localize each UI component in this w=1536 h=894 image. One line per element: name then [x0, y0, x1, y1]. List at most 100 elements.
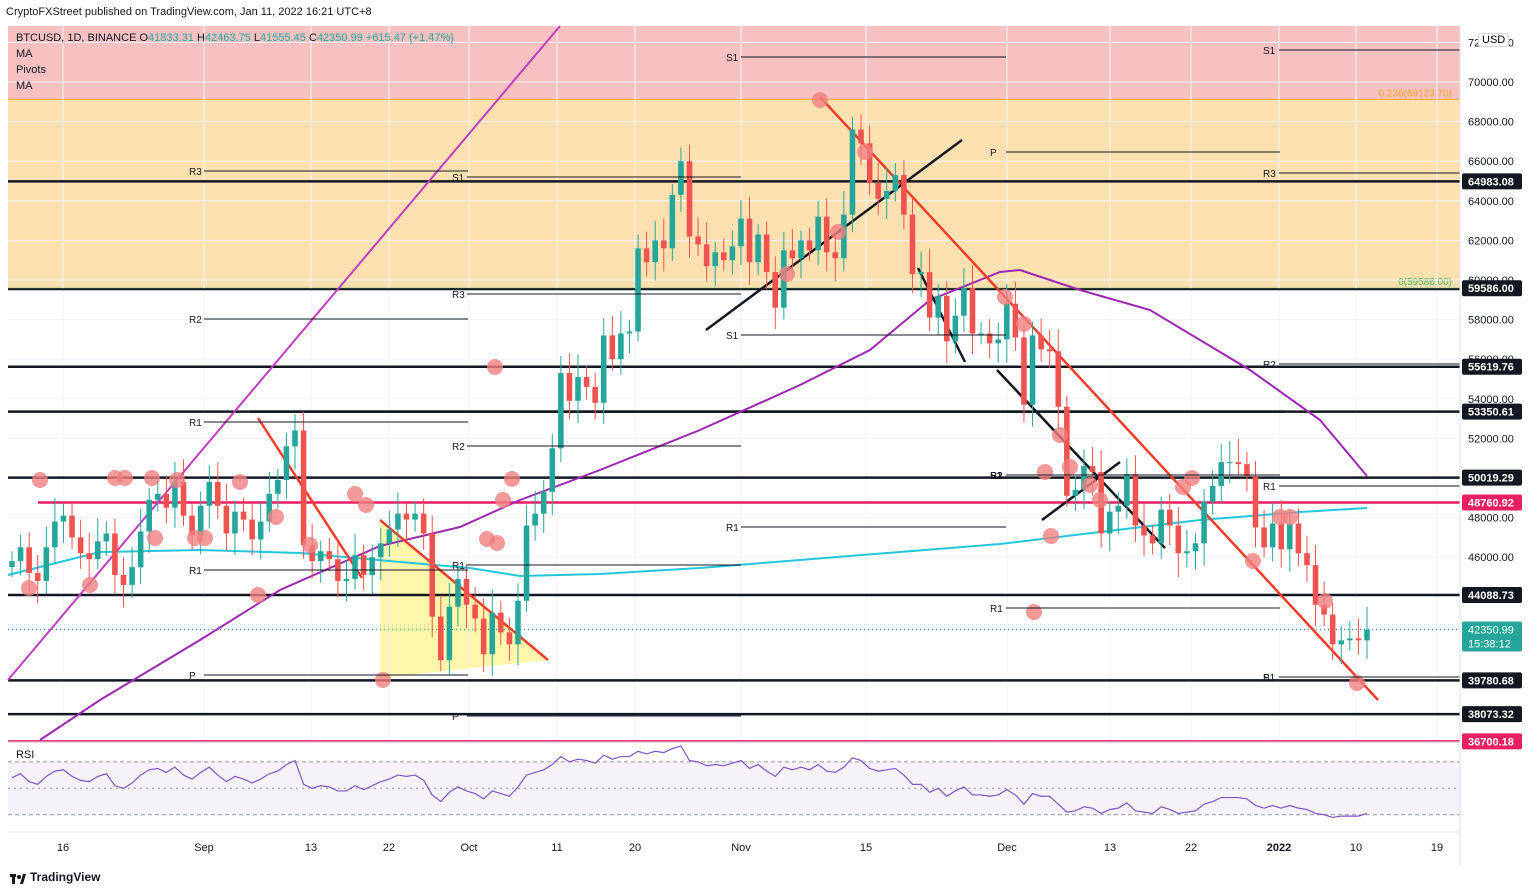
level-price-tag — [1462, 672, 1522, 689]
pivot-label: R1 — [726, 523, 739, 534]
x-tick-label: 11 — [551, 842, 562, 854]
study-ma-2[interactable]: MA — [16, 80, 33, 92]
candle-body — [300, 430, 307, 546]
x-tick-label: 20 — [629, 842, 641, 854]
red-zone — [8, 26, 1460, 100]
x-tick-label: 22 — [383, 842, 395, 854]
candle-body — [909, 214, 916, 275]
swing-marker — [232, 474, 248, 490]
candle-body — [918, 272, 924, 275]
candle-body — [429, 533, 436, 617]
swing-marker — [487, 359, 503, 375]
candle-body — [386, 529, 393, 544]
candle-body — [635, 248, 641, 332]
x-tick-label: 10 — [1350, 842, 1362, 854]
last-price-tag — [1462, 621, 1522, 652]
x-tick-label: 19 — [1431, 842, 1443, 854]
candle-body — [146, 499, 153, 532]
pivot-label: R1 — [189, 566, 202, 577]
pivot-label: R1 — [189, 418, 202, 429]
pivot-label: S1 — [1263, 46, 1276, 57]
candle-body — [446, 606, 453, 661]
trendline — [916, 267, 967, 363]
candle-body — [43, 547, 50, 581]
candle-body — [806, 240, 813, 251]
candle-body — [849, 129, 856, 215]
low-value: 41555.45 — [260, 32, 306, 44]
candle-body — [823, 216, 830, 253]
candle-body — [1012, 303, 1019, 338]
candle-body — [746, 218, 753, 263]
swing-marker — [82, 577, 98, 593]
candle-body — [275, 479, 281, 494]
candle-body — [875, 182, 881, 199]
high-value: 42463.75 — [204, 32, 251, 44]
swing-marker — [1317, 593, 1333, 609]
candle-body — [1278, 523, 1285, 550]
x-tick-label: 16 — [57, 842, 69, 854]
candle-body — [523, 525, 530, 601]
candle-body — [969, 287, 976, 334]
change-value: +615.47 (+1.47%) — [365, 32, 454, 44]
candle-body — [592, 386, 598, 403]
candle-body — [343, 578, 350, 581]
ma-mid-line — [39, 268, 1368, 741]
candle-body — [197, 505, 204, 536]
candle-body — [549, 448, 556, 492]
study-pivots[interactable]: Pivots — [16, 64, 46, 76]
swing-marker — [144, 470, 160, 486]
candle-body — [9, 561, 15, 568]
x-tick-label: 15 — [860, 842, 872, 854]
candle-body — [600, 335, 607, 403]
swing-marker — [358, 497, 374, 513]
y-tick-label: 54000.00 — [1468, 394, 1514, 406]
pivot-label: R1 — [1263, 482, 1276, 493]
swing-marker — [1245, 553, 1261, 569]
swing-marker — [250, 587, 266, 603]
fib-label: 0(59586.00) — [1398, 277, 1452, 288]
candle-body — [540, 491, 547, 514]
candle-body — [266, 493, 273, 522]
pivot-label: R2 — [452, 442, 465, 453]
swing-marker — [1082, 477, 1098, 493]
swing-marker — [1016, 316, 1032, 332]
candle-body — [1132, 474, 1139, 526]
swing-marker — [1349, 675, 1365, 691]
candle-body — [1192, 543, 1199, 552]
candle-body — [558, 373, 564, 449]
candle-body — [1235, 462, 1242, 465]
candle-body — [626, 331, 633, 334]
candle-body — [738, 218, 744, 247]
level-price-tag — [1462, 403, 1522, 420]
swing-marker — [32, 472, 48, 488]
y-tick-label: 48000.00 — [1468, 513, 1514, 525]
candle-body — [986, 333, 993, 344]
open-value: 41833.31 — [148, 32, 194, 44]
level-price-tag — [1462, 587, 1522, 604]
y-tick-label: 66000.00 — [1468, 156, 1514, 168]
candle-body — [317, 551, 324, 562]
level-price-tag — [1462, 706, 1522, 723]
candle-body — [703, 244, 710, 267]
ma-long-line — [7, 507, 1368, 578]
currency-label[interactable]: USD — [1478, 33, 1510, 47]
y-tick-label: 58000.00 — [1468, 315, 1514, 327]
candle-body — [77, 537, 84, 554]
tradingview-logo[interactable]: TradingView — [10, 870, 100, 884]
level-price-text: 38073.32 — [1468, 709, 1514, 721]
candle-body — [695, 236, 701, 245]
candle-body — [180, 481, 187, 516]
magenta-trendline — [7, 25, 561, 681]
level-price-text: 39780.68 — [1468, 675, 1514, 687]
swing-marker — [375, 672, 391, 688]
level-price-tag — [1462, 358, 1522, 375]
symbol-legend[interactable]: BTCUSD, 1D, BINANCE O41833.31 H42463.75 … — [16, 32, 454, 44]
study-ma-1[interactable]: MA — [16, 48, 33, 60]
candle-body — [789, 250, 796, 259]
candle-body — [943, 295, 950, 342]
candle-body — [1046, 349, 1053, 352]
candle-body — [575, 377, 581, 401]
level-price-text: 44088.73 — [1468, 590, 1514, 602]
level-price-text: 53350.61 — [1468, 407, 1514, 419]
